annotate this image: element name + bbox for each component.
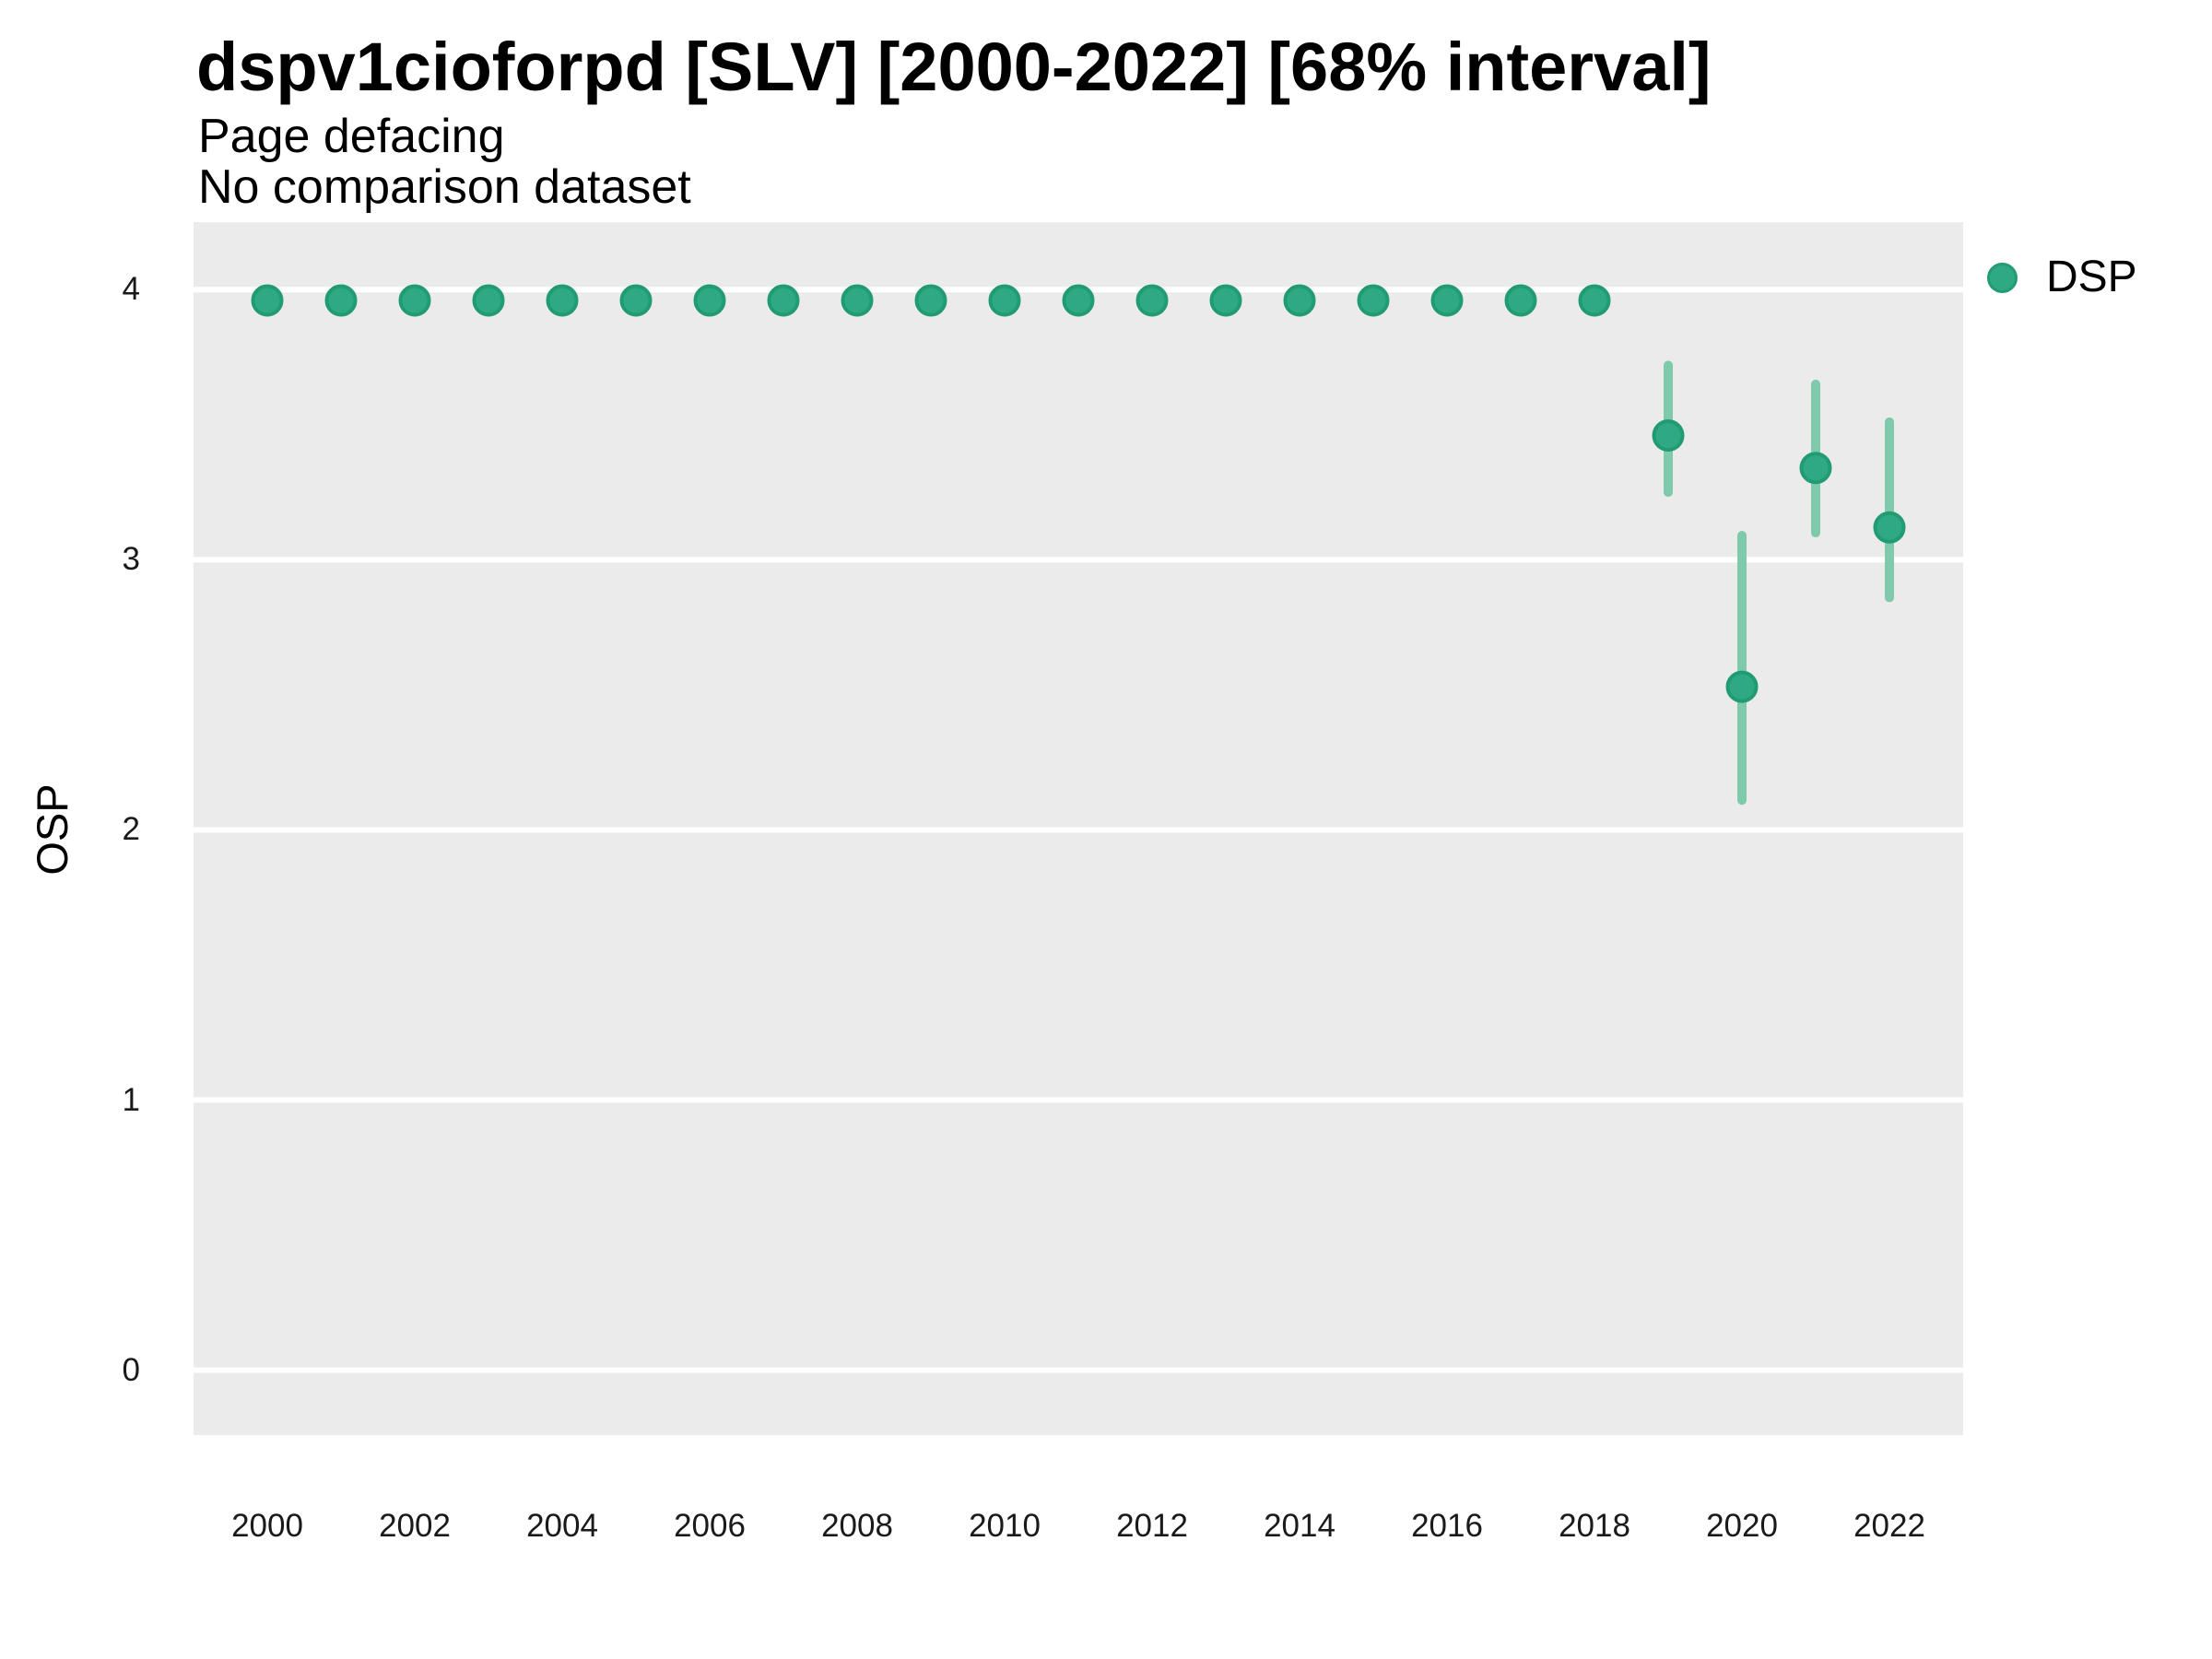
x-tick-label-2020: 2020 (1706, 1508, 1778, 1544)
x-tick-label-2016: 2016 (1411, 1508, 1483, 1544)
y-tick-label-4: 4 (122, 271, 140, 308)
point-2010 (988, 284, 1021, 317)
point-2014 (1283, 284, 1316, 317)
y-tick-label-3: 3 (122, 541, 140, 578)
x-tick-label-2010: 2010 (969, 1508, 1041, 1544)
point-2022 (1873, 511, 1906, 544)
legend: DSP (1987, 247, 2137, 308)
y-tick-label-0: 0 (122, 1351, 140, 1388)
chart-subtitle: Page defacing (198, 110, 505, 163)
point-2021 (1799, 452, 1832, 485)
point-2015 (1357, 284, 1390, 317)
point-2017 (1504, 284, 1537, 317)
point-2000 (251, 284, 284, 317)
x-tick-label-2014: 2014 (1264, 1508, 1335, 1544)
point-2002 (398, 284, 431, 317)
legend-point-icon (1987, 262, 2018, 293)
x-tick-label-2006: 2006 (674, 1508, 746, 1544)
point-2020 (1725, 670, 1759, 703)
y-tick-label-2: 2 (122, 811, 140, 848)
x-tick-label-2012: 2012 (1116, 1508, 1188, 1544)
point-2013 (1209, 284, 1242, 317)
point-2019 (1652, 419, 1685, 453)
legend-label: DSP (2046, 253, 2137, 301)
point-2003 (472, 284, 505, 317)
chart-title: dspv1cioforpd [SLV] [2000-2022] [68% int… (196, 29, 1712, 105)
point-2005 (619, 284, 653, 317)
x-tick-label-2000: 2000 (231, 1508, 303, 1544)
chart-note: No comparison dataset (198, 160, 691, 214)
point-2007 (767, 284, 800, 317)
point-2004 (546, 284, 579, 317)
x-tick-label-2022: 2022 (1853, 1508, 1925, 1544)
x-tick-label-2002: 2002 (379, 1508, 451, 1544)
point-2009 (914, 284, 947, 317)
y-tick-label-1: 1 (122, 1081, 140, 1118)
point-2008 (841, 284, 874, 317)
point-2018 (1578, 284, 1611, 317)
point-2016 (1430, 284, 1464, 317)
x-tick-label-2018: 2018 (1559, 1508, 1630, 1544)
x-tick-label-2008: 2008 (821, 1508, 893, 1544)
x-tick-label-2004: 2004 (526, 1508, 598, 1544)
point-2011 (1062, 284, 1095, 317)
point-2012 (1135, 284, 1169, 317)
point-2006 (693, 284, 726, 317)
point-2001 (324, 284, 358, 317)
